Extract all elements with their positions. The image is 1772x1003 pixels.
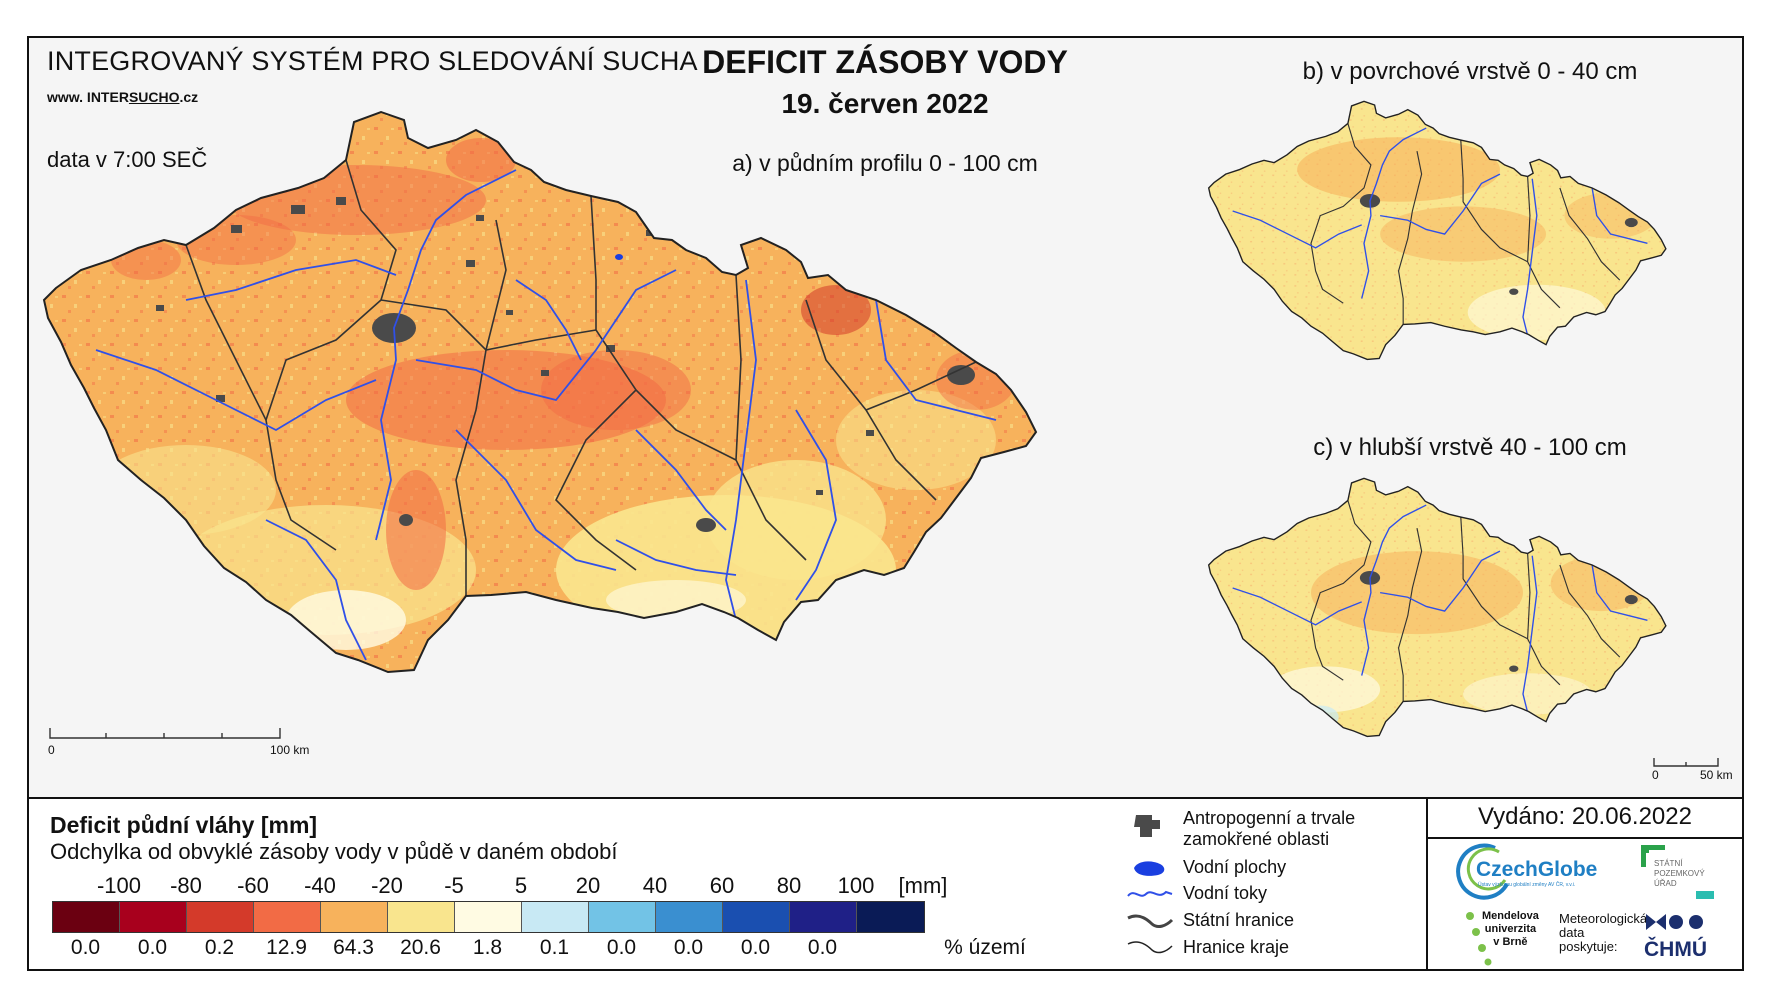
main-map (42, 110, 1038, 674)
legend-swatch (790, 902, 857, 932)
legend-percent: 0.0 (137, 936, 168, 959)
urban-label-2: zamokřené oblasti (1183, 829, 1330, 849)
legend-percent: 0.0 (606, 936, 637, 959)
chmu-logo-icon (1646, 914, 1703, 930)
website-link[interactable]: www. INTERSUCHO.cz (47, 89, 199, 105)
state-border-icon (1127, 914, 1174, 929)
main-scale-start: 0 (48, 743, 55, 757)
legend-percent: 0.0 (70, 936, 101, 959)
legend-swatch (656, 902, 723, 932)
legend-swatch (321, 902, 388, 932)
legend-swatch (53, 902, 120, 932)
legend-subtitle: Odchylka od obvyklé zásoby vody v půdě v… (50, 839, 618, 864)
legend-percent: 64.3 (333, 936, 374, 959)
legend-panel (27, 797, 1744, 971)
legend-swatch (254, 902, 321, 932)
small-scale-end: 50 km (1700, 768, 1733, 782)
legend-swatch (723, 902, 790, 932)
mendelu-logo: Mendelova univerzita v Brně (1482, 910, 1539, 948)
main-scale-bar (49, 728, 281, 739)
river-icon (1127, 890, 1173, 897)
map-c (1207, 477, 1667, 738)
spu-logo-icon (1641, 845, 1665, 867)
spu-logo: STÁTNÍ POZEMKOVÝ ÚŘAD (1654, 859, 1705, 888)
legend-bound: -100 (96, 873, 142, 898)
rivers-label: Vodní toky (1183, 883, 1268, 903)
map-b-label: b) v povrchové vrstvě 0 - 40 cm (1302, 58, 1638, 85)
legend-bound: 5 (514, 873, 528, 898)
legend-bound: 40 (642, 873, 668, 898)
legend-percent: 1.8 (472, 936, 503, 959)
legend-percent: 0.0 (807, 936, 838, 959)
legend-swatch (455, 902, 522, 932)
legend-swatch (120, 902, 187, 932)
legend-percent: 0.0 (740, 936, 771, 959)
legend-bound: -60 (237, 873, 269, 898)
region-border-label: Hranice kraje (1183, 937, 1290, 957)
legend-percent: 0.1 (539, 936, 570, 959)
water-bodies-label: Vodní plochy (1183, 857, 1287, 877)
data-time-label: data v 7:00 SEČ (47, 147, 208, 172)
map-c-label: c) v hlubší vrstvě 40 - 100 cm (1313, 434, 1627, 461)
legend-swatch (522, 902, 589, 932)
map-date: 19. červen 2022 (781, 88, 989, 119)
map-a-label: a) v půdním profilu 0 - 100 cm (732, 150, 1038, 176)
spu-accent (1696, 891, 1714, 899)
legend-bound: -5 (444, 873, 464, 898)
legend-bound: 20 (575, 873, 601, 898)
mendelu-logo-icon (1466, 912, 1492, 966)
meteo-data-label: Meteorologická data poskytuje: (1559, 911, 1648, 954)
czechglobe-subtitle: Ústav výzkumu globální změny AV ČR, v.v.… (1478, 882, 1576, 888)
logos-box (1426, 839, 1744, 971)
urban-label: Antropogenní a trvale (1183, 808, 1356, 828)
chmu-logo: ČHMÚ (1644, 938, 1707, 961)
issued-box (1426, 797, 1744, 839)
small-scale-start: 0 (1652, 768, 1659, 782)
small-scale-bar (1653, 758, 1719, 767)
legend-percent: 0.2 (204, 936, 235, 959)
legend-swatch (857, 902, 924, 932)
legend-swatch (187, 902, 254, 932)
water-body-icon (1134, 861, 1165, 876)
legend-swatch (388, 902, 455, 932)
czechglobe-logo: CzechGlobe (1476, 858, 1598, 881)
map-title: DEFICIT ZÁSOBY VODY (702, 44, 1068, 80)
legend-unit: [mm] (898, 873, 948, 898)
legend-swatch (589, 902, 656, 932)
legend-percent: 20.6 (400, 936, 441, 959)
urban-area-icon (1134, 815, 1160, 837)
main-scale-end: 100 km (270, 743, 310, 757)
map-b (1207, 100, 1667, 361)
legend-bound: 60 (709, 873, 735, 898)
legend-percent: 0.0 (673, 936, 704, 959)
system-title: INTEGROVANÝ SYSTÉM PRO SLEDOVÁNÍ SUCHA (47, 46, 698, 76)
region-border-icon (1127, 941, 1173, 954)
legend-pct-label: % území (944, 936, 1026, 959)
legend-bound: 80 (776, 873, 802, 898)
state-border-label: Státní hranice (1183, 910, 1295, 930)
legend-bound: 100 (837, 873, 875, 898)
issued-date: Vydáno: 20.06.2022 (1478, 803, 1692, 830)
legend-swatches (52, 901, 925, 933)
czechglobe-logo-icon (1456, 843, 1509, 900)
legend-bound: -20 (371, 873, 403, 898)
legend-title: Deficit půdní vláhy [mm] (50, 812, 318, 838)
legend-percent: 12.9 (266, 936, 307, 959)
legend-bound: -80 (170, 873, 202, 898)
legend-bound: -40 (304, 873, 336, 898)
